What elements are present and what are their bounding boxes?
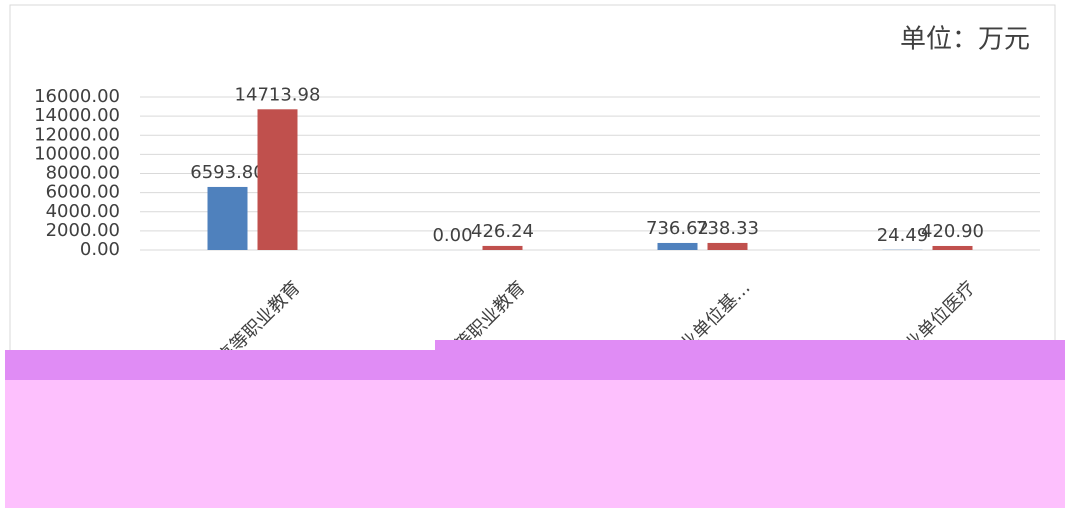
- y-tick-label: 14000.00: [34, 105, 120, 126]
- bar: [932, 245, 973, 250]
- data-label: 24.49: [877, 225, 929, 246]
- bar: [207, 186, 248, 250]
- data-label: 426.24: [471, 221, 534, 242]
- data-label: 738.33: [696, 218, 759, 239]
- y-tick-label: 4000.00: [46, 201, 120, 222]
- data-label: 6593.80: [190, 162, 264, 183]
- data-label: 14713.98: [235, 84, 321, 105]
- y-tick-label: 16000.00: [34, 86, 120, 107]
- y-tick-label: 0.00: [80, 239, 120, 260]
- y-tick-label: 10000.00: [34, 143, 120, 164]
- bar: [257, 109, 298, 250]
- unit-note: 单位：万元: [900, 25, 1030, 55]
- y-tick-label: 8000.00: [46, 163, 120, 184]
- overlay-panel: [5, 380, 1065, 508]
- data-label: 0.00: [432, 225, 472, 246]
- bar: [707, 242, 748, 250]
- y-tick-label: 12000.00: [34, 124, 120, 145]
- data-label: 420.90: [921, 221, 984, 242]
- y-tick-label: 6000.00: [46, 182, 120, 203]
- data-label: 736.62: [646, 218, 709, 239]
- bar: [482, 245, 523, 250]
- y-tick-label: 2000.00: [46, 220, 120, 241]
- overlay-band: [435, 340, 1065, 370]
- bar: [657, 242, 698, 250]
